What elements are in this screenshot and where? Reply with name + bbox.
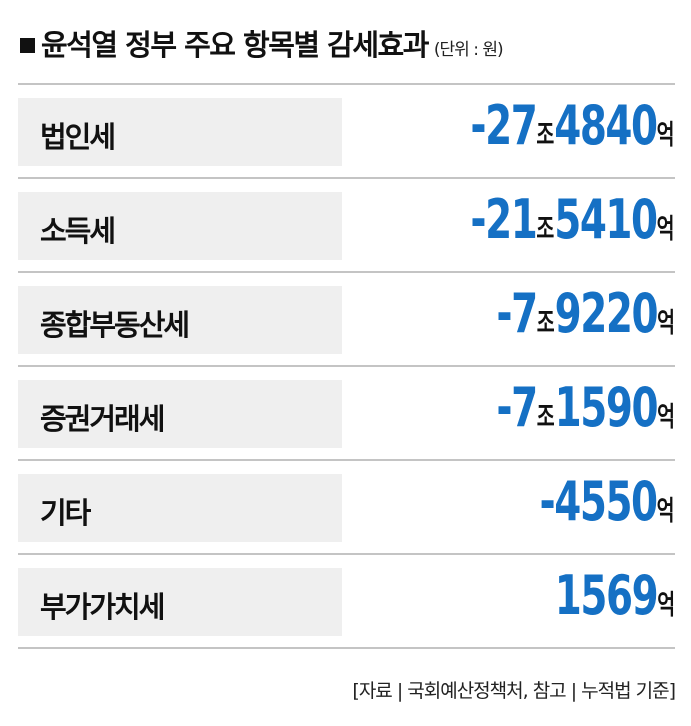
unit-eok: 억 <box>657 496 675 527</box>
row-divider <box>18 365 675 367</box>
value-eok: 1590 <box>554 376 659 439</box>
value-eok: 1569 <box>554 564 659 627</box>
row-label: 소득세 <box>40 214 116 248</box>
row-label: 증권거래세 <box>40 402 165 436</box>
label-cell: 부가가치세 <box>18 568 342 636</box>
row-value: -4550억 <box>540 470 675 533</box>
unit-jo: 조 <box>536 214 555 245</box>
source-note: [자료 | 국회예산정책처, 참고 | 누적법 기준] <box>352 680 676 702</box>
row-label: 종합부동산세 <box>40 308 190 342</box>
value-jo: -27 <box>470 94 538 157</box>
unit-eok: 억 <box>657 214 675 245</box>
row-divider <box>18 177 675 179</box>
label-cell: 법인세 <box>18 98 342 166</box>
unit-eok: 억 <box>657 120 675 151</box>
label-cell: 증권거래세 <box>18 380 342 448</box>
row-divider <box>18 647 675 649</box>
row-label: 법인세 <box>40 120 116 154</box>
row-divider <box>18 83 675 85</box>
row-divider <box>18 553 675 555</box>
value-jo: -7 <box>496 376 538 439</box>
row-value: -21조5410억 <box>471 188 675 251</box>
row-value: -7조1590억 <box>496 376 675 439</box>
table-row: 소득세 -21조5410억 <box>18 188 675 260</box>
row-label: 부가가치세 <box>40 590 165 624</box>
row-value: -27조4840억 <box>471 94 675 157</box>
table-row: 법인세 -27조4840억 <box>18 94 675 166</box>
unit-jo: 조 <box>536 308 555 339</box>
unit-jo: 조 <box>536 402 555 433</box>
square-bullet-icon <box>20 38 35 53</box>
value-jo: -7 <box>496 282 538 345</box>
title-text: 윤석열 정부 주요 항목별 감세효과 <box>41 28 429 62</box>
unit-jo: 조 <box>536 120 555 151</box>
row-value: -7조9220억 <box>496 282 675 345</box>
table-row: 증권거래세 -7조1590억 <box>18 376 675 448</box>
row-label: 기타 <box>40 496 91 530</box>
label-cell: 종합부동산세 <box>18 286 342 354</box>
row-value: 1569억 <box>555 564 675 627</box>
table-row: 기타 -4550억 <box>18 470 675 542</box>
value-eok: -4550 <box>539 470 659 533</box>
unit-eok: 억 <box>657 402 675 433</box>
table-row: 부가가치세 1569억 <box>18 564 675 636</box>
row-divider <box>18 459 675 461</box>
unit-eok: 억 <box>657 308 675 339</box>
value-eok: 4840 <box>554 94 659 157</box>
value-jo: -21 <box>470 188 538 251</box>
value-eok: 5410 <box>554 188 659 251</box>
label-cell: 소득세 <box>18 192 342 260</box>
unit-eok: 억 <box>657 590 675 621</box>
unit-label: (단위 : 원) <box>433 40 504 60</box>
table-row: 종합부동산세 -7조9220억 <box>18 282 675 354</box>
label-cell: 기타 <box>18 474 342 542</box>
value-eok: 9220 <box>554 282 659 345</box>
row-divider <box>18 271 675 273</box>
chart-title: 윤석열 정부 주요 항목별 감세효과 (단위 : 원) <box>20 22 504 64</box>
